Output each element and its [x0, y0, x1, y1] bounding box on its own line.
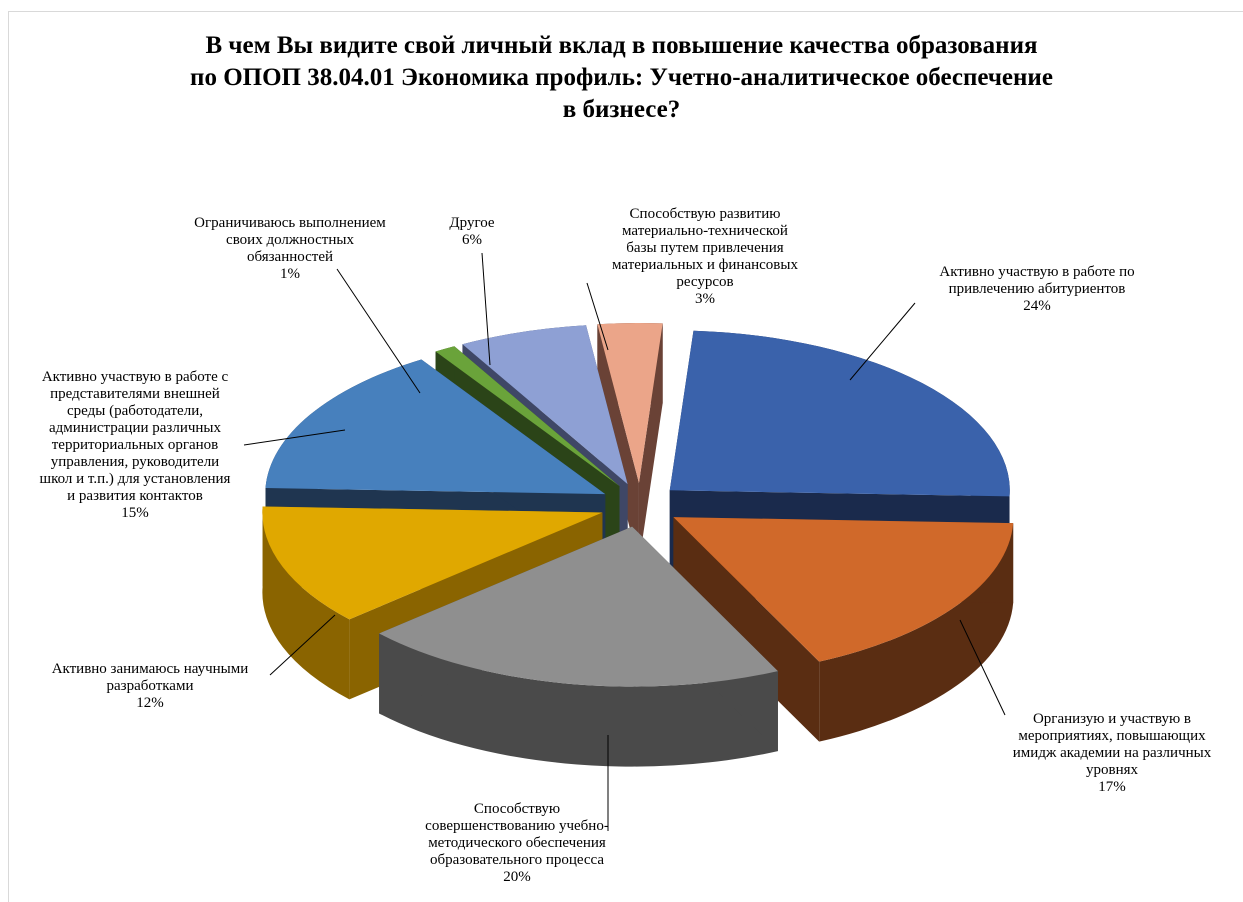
chart-title-line-1: В чем Вы видите свой личный вклад в повы…	[205, 32, 1038, 59]
slice-label-line: методического обеспечения	[428, 835, 606, 851]
pie-slice-wall-8-2	[638, 323, 663, 564]
frame-border-top	[8, 11, 1243, 12]
slice-label-line: своих должностных	[226, 232, 354, 248]
slice-label-line: мероприятиях, повышающих	[1018, 728, 1206, 744]
slice-label-6: Ограничиваюсь выполнением своих должностн…	[194, 215, 386, 282]
slice-percent-7: 6%	[462, 232, 482, 248]
slice-label-line: образовательного процесса	[430, 852, 604, 868]
slice-label-line: Ограничиваюсь выполнением	[194, 215, 386, 231]
leader-line-8	[586, 282, 609, 351]
slice-label-line: школ и т.п.) для установления	[40, 471, 231, 487]
chart-title-line-2: по ОПОП 38.04.01 Экономика профиль: Учет…	[190, 64, 1053, 91]
pie-slice-wall-2-2	[673, 517, 820, 742]
slice-label-line: администрации различных	[49, 420, 221, 436]
pie-slice-top-2	[673, 517, 1014, 662]
slice-label-line: базы путем привлечения	[626, 240, 783, 256]
pie-slice-rim-4	[262, 506, 350, 700]
slice-label-line: и развития контактов	[67, 488, 203, 504]
slice-percent-4: 12%	[136, 695, 164, 711]
slice-label-line: Другое	[449, 215, 494, 231]
pie-slice-rim-3	[379, 633, 778, 767]
leader-line-4	[269, 614, 336, 676]
slice-label-line: совершенствованию учебно-	[425, 818, 609, 834]
slice-label-line: Активно участвую в работе с	[42, 369, 229, 385]
slice-label-line: обязанностей	[247, 249, 333, 265]
chart-title: В чем Вы видите свой личный вклад в повы…	[120, 30, 1123, 126]
slice-label-line: Активно участвую в работе по	[939, 264, 1134, 280]
slice-label-line: привлечению абитуриентов	[949, 281, 1126, 297]
slice-percent-3: 20%	[503, 869, 531, 885]
leader-line-5	[243, 429, 346, 446]
slice-label-8: Способствую развитию материально-техничес…	[612, 206, 798, 307]
slice-label-line: Активно занимаюсь научными	[52, 661, 249, 677]
pie-slice-top-6	[435, 346, 620, 487]
frame-border-left	[8, 11, 9, 902]
slice-label-line: территориальных органов	[52, 437, 219, 453]
pie-slice-8	[597, 323, 663, 564]
slice-label-line: Способствую развитию	[630, 206, 781, 222]
slice-label-line: уровнях	[1086, 762, 1139, 778]
slice-percent-8: 3%	[695, 291, 715, 307]
pie-slice-3	[379, 526, 778, 767]
slice-label-2: Организую и участвую в мероприятиях, повы…	[1013, 711, 1212, 795]
pie-slice-rim-2	[819, 523, 1014, 742]
pie-slice-2	[673, 517, 1014, 742]
pie-slice-top-7	[462, 325, 628, 485]
slice-label-line: материальных и финансовых	[612, 257, 798, 273]
slice-label-4: Активно занимаюсь научными разработками 12…	[52, 661, 249, 711]
leader-line-1	[849, 302, 916, 381]
leader-line-6	[336, 268, 421, 394]
pie-slice-top-1	[669, 330, 1010, 497]
pie-slice-wall-8-1	[597, 324, 639, 564]
chart-title-line-3: в бизнесе?	[562, 96, 681, 123]
pie-slice-top-3	[379, 526, 778, 687]
slice-label-line: материально-технической	[622, 223, 788, 239]
slice-percent-2: 17%	[1098, 779, 1126, 795]
slice-label-line: представителями внешней	[50, 386, 220, 402]
slice-label-line: среды (работодатели,	[67, 403, 203, 419]
slice-label-5: Активно участвую в работе с представителя…	[40, 369, 231, 521]
slice-label-7: Другое 6%	[449, 215, 494, 248]
slice-percent-5: 15%	[121, 505, 149, 521]
leader-line-7	[481, 252, 491, 366]
slice-percent-6: 1%	[280, 266, 300, 282]
pie-slice-top-8	[597, 323, 663, 484]
leader-line-2	[959, 619, 1006, 716]
slice-label-line: имидж академии на различных	[1013, 745, 1212, 761]
slice-label-1: Активно участвую в работе по привлечению …	[939, 264, 1134, 314]
slice-label-line: Способствую	[474, 801, 560, 817]
slice-percent-1: 24%	[1023, 298, 1051, 314]
pie-slice-top-4	[262, 506, 603, 620]
slice-label-line: разработками	[107, 678, 194, 694]
slice-label-3: Способствую совершенствованию учебно-мето…	[425, 801, 609, 885]
slice-label-line: Организую и участвую в	[1033, 711, 1191, 727]
slice-label-line: управления, руководители	[51, 454, 219, 470]
slice-label-line: ресурсов	[676, 274, 733, 290]
pie-slice-top-5	[265, 359, 606, 495]
